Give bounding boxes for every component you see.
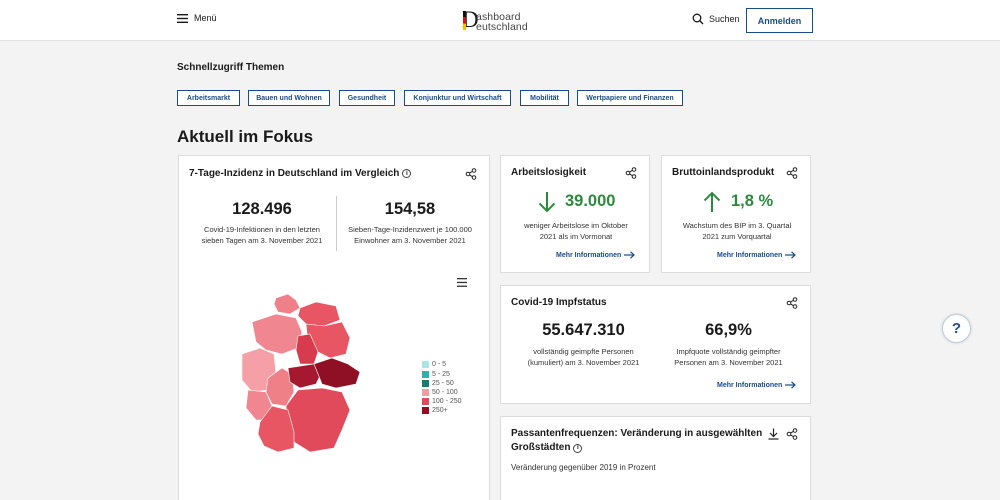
pedestrian-subtitle: Veränderung gegenüber 2019 in Prozent xyxy=(511,463,656,472)
unemployment-desc-2: 2021 als im Vormonat xyxy=(539,232,613,241)
map-region-saxony xyxy=(313,357,361,389)
vaccine-desc-rate-1: Impfquote vollständig geimpfter xyxy=(676,347,781,356)
logo[interactable]: D ashboard eutschland xyxy=(462,8,532,34)
quick-access-title: Schnellzugriff Themen xyxy=(177,62,285,73)
arrow-up-icon xyxy=(703,191,721,212)
legend-swatch xyxy=(422,407,429,414)
share-icon[interactable] xyxy=(786,428,798,440)
gdp-title: Bruttoinlandsprodukt xyxy=(672,167,775,178)
more-info-label: Mehr Informationen xyxy=(556,251,622,259)
legend-label: 50 - 100 xyxy=(432,389,458,396)
arrow-right-icon xyxy=(785,251,797,259)
chip-gesundheit[interactable]: Gesundheit xyxy=(339,90,395,106)
gdp-desc-2: 2021 zum Vorquartal xyxy=(702,232,772,241)
info-icon[interactable]: i xyxy=(573,443,583,453)
legend-label: 100 - 250 xyxy=(432,398,462,405)
legend-item: 25 - 50 xyxy=(422,380,454,387)
unemployment-desc-1: weniger Arbeitslose im Oktober xyxy=(524,221,628,230)
vaccine-desc-rate-2: Personen am 3. November 2021 xyxy=(674,358,783,367)
legend-swatch xyxy=(422,398,429,405)
gdp-desc-1: Wachstum des BIP im 3. Quartal xyxy=(682,221,792,230)
map-region-bavaria xyxy=(285,387,351,453)
vaccine-desc-count-2: (kumuliert) am 3. November 2021 xyxy=(527,358,640,367)
pedestrian-title-line2: Großstädten i xyxy=(511,441,771,455)
legend-swatch xyxy=(422,380,429,387)
info-icon[interactable]: i xyxy=(402,169,412,178)
legend-item: 250+ xyxy=(422,407,448,414)
pedestrian-title-line1: Passantenfrequenzen: Veränderung in ausg… xyxy=(511,428,763,439)
legend-label: 5 - 25 xyxy=(432,371,450,378)
chip-bauen-und-wohnen[interactable]: Bauen und Wohnen xyxy=(248,90,330,106)
legend-label: 25 - 50 xyxy=(432,380,454,387)
legend-item: 100 - 250 xyxy=(422,398,462,405)
pedestrian-title: Passantenfrequenzen: Veränderung in ausg… xyxy=(511,427,771,455)
incidence-desc-rate-2: Einwohner am 3. November 2021 xyxy=(354,236,466,245)
map-region-baden-wuerttemberg xyxy=(257,405,295,453)
legend-swatch xyxy=(422,361,429,368)
arrow-down-icon xyxy=(538,192,556,213)
download-icon[interactable] xyxy=(768,428,779,440)
unemployment-title: Arbeitslosigkeit xyxy=(511,167,587,178)
vaccine-desc-count-1: vollständig geimpfte Personen xyxy=(533,347,634,356)
logo-letter: D xyxy=(462,7,479,32)
share-icon[interactable] xyxy=(786,167,798,179)
unemployment-card: Arbeitslosigkeit 39.000 weniger Arbeitsl… xyxy=(500,155,650,273)
chip-mobilitaet[interactable]: Mobilität xyxy=(520,90,569,106)
more-info-label: Mehr Informationen xyxy=(717,251,783,259)
arrow-right-icon xyxy=(624,251,636,259)
incidence-title-text: 7-Tage-Inzidenz in Deutschland im Vergle… xyxy=(189,168,400,179)
legend-item: 5 - 25 xyxy=(422,371,450,378)
logo-line2: eutschland xyxy=(476,21,528,33)
search-button[interactable]: Suchen xyxy=(692,13,740,25)
chip-konjunktur-und-wirtschaft[interactable]: Konjunktur und Wirtschaft xyxy=(404,90,511,106)
gdp-card: Bruttoinlandsprodukt 1,8 % Wachstum des … xyxy=(661,155,811,273)
share-icon[interactable] xyxy=(465,168,477,180)
incidence-desc-cases-1: Covid-19-Infektionen in den letzten xyxy=(204,225,320,234)
search-icon xyxy=(692,13,704,25)
germany-map xyxy=(241,293,361,453)
legend-item: 0 - 5 xyxy=(422,361,446,368)
map-region-schleswig-holstein xyxy=(273,293,301,315)
vaccine-card: Covid-19 Impfstatus 55.647.310 vollständ… xyxy=(500,285,811,404)
legend-swatch xyxy=(422,371,429,378)
top-header: Menü D ashboard eutschland Suchen Anmeld… xyxy=(0,0,1000,41)
more-info-link[interactable]: Mehr Informationen xyxy=(717,251,797,259)
legend-label: 250+ xyxy=(432,407,448,414)
gdp-value: 1,8 % xyxy=(731,192,774,210)
vaccine-value-rate: 66,9% xyxy=(705,321,752,339)
more-info-link[interactable]: Mehr Informationen xyxy=(556,251,636,259)
menu-label: Menü xyxy=(194,13,217,23)
incidence-value-rate: 154,58 xyxy=(384,200,436,218)
logo-line1: ashboard xyxy=(476,11,521,23)
map-region-mecklenburg xyxy=(297,301,341,327)
hamburger-icon xyxy=(177,13,188,23)
divider xyxy=(336,196,337,251)
more-info-label: Mehr Informationen xyxy=(717,381,783,389)
help-button[interactable]: ? xyxy=(942,314,971,343)
arrow-right-icon xyxy=(785,381,797,389)
chart-menu-icon[interactable] xyxy=(457,278,467,287)
chip-wertpapiere-und-finanzen[interactable]: Wertpapiere und Finanzen xyxy=(577,90,683,106)
legend-swatch xyxy=(422,389,429,396)
legend-item: 50 - 100 xyxy=(422,389,458,396)
vaccine-title: Covid-19 Impfstatus xyxy=(511,297,607,308)
more-info-link[interactable]: Mehr Informationen xyxy=(717,381,797,389)
incidence-value-cases: 128.496 xyxy=(232,200,292,218)
share-icon[interactable] xyxy=(786,297,798,309)
login-button[interactable]: Anmelden xyxy=(746,8,813,33)
search-label: Suchen xyxy=(709,14,740,24)
flag-stripe-icon xyxy=(463,11,466,30)
unemployment-value: 39.000 xyxy=(565,192,616,210)
chip-arbeitsmarkt[interactable]: Arbeitsmarkt xyxy=(177,90,240,106)
share-icon[interactable] xyxy=(625,167,637,179)
legend-label: 0 - 5 xyxy=(432,361,447,368)
pedestrian-card: Passantenfrequenzen: Veränderung in ausg… xyxy=(500,416,811,500)
section-title: Aktuell im Fokus xyxy=(177,127,314,146)
incidence-desc-rate-1: Sieben-Tage-Inzidenzwert je 100.000 xyxy=(348,225,472,234)
incidence-desc-cases-2: sieben Tagen am 3. November 2021 xyxy=(201,236,323,245)
vaccine-value-count: 55.647.310 xyxy=(542,321,625,339)
menu-button[interactable]: Menü xyxy=(177,13,217,23)
incidence-title: 7-Tage-Inzidenz in Deutschland im Vergle… xyxy=(189,168,412,179)
